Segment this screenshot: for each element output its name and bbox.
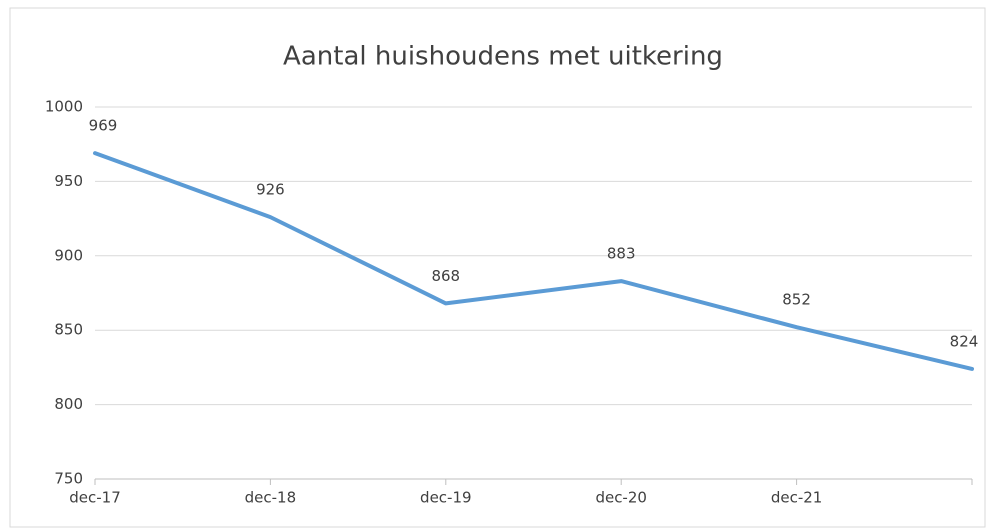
y-tick-label: 850 xyxy=(54,321,83,339)
y-tick-label: 950 xyxy=(54,172,83,190)
data-label: 868 xyxy=(431,267,460,285)
data-line xyxy=(93,151,974,371)
x-tick-label: dec-20 xyxy=(595,489,647,507)
data-label: 969 xyxy=(89,117,118,135)
data-label: 852 xyxy=(782,291,811,309)
x-tick-label: dec-19 xyxy=(420,489,472,507)
data-label: 926 xyxy=(256,181,285,199)
y-tick-label: 800 xyxy=(54,395,83,413)
data-label: 883 xyxy=(607,245,636,263)
y-tick-label: 1000 xyxy=(45,98,83,116)
data-label: 824 xyxy=(950,332,979,350)
chart-title: Aantal huishoudens met uitkering xyxy=(283,42,723,72)
x-tick-label: dec-18 xyxy=(245,489,297,507)
y-tick-label: 900 xyxy=(54,246,83,264)
chart-border xyxy=(9,7,986,528)
x-tick-label: dec-17 xyxy=(69,489,121,507)
y-tick-label: 750 xyxy=(54,470,83,488)
x-tick-label: dec-21 xyxy=(771,489,823,507)
